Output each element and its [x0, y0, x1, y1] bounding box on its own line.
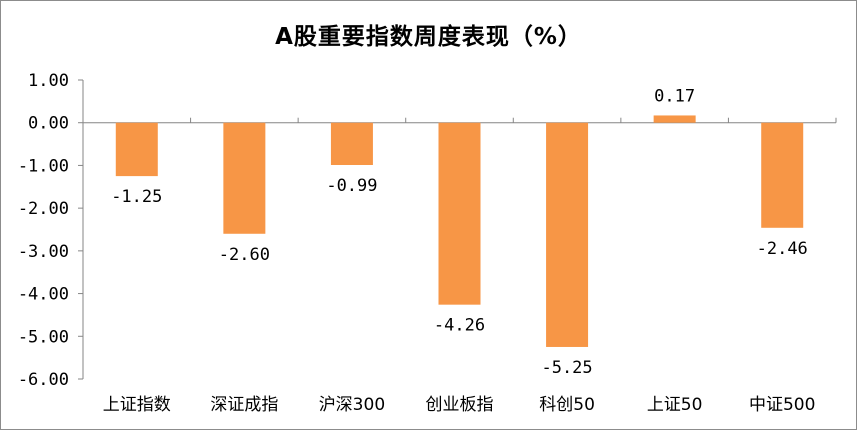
category-label: 上证50 — [647, 395, 703, 415]
labels-layer: -1.25 上证指数 -2.60 深证成指 -0.99 沪深300 -4.26 创业板指 -5.… — [103, 86, 816, 415]
bar — [653, 115, 696, 123]
bar — [546, 122, 589, 347]
category-label: 沪深300 — [319, 395, 385, 415]
data-label: 0.17 — [654, 86, 695, 106]
bar — [115, 122, 158, 177]
y-tick-label: 1.00 — [28, 71, 69, 91]
data-label: -1.25 — [111, 187, 162, 207]
bar — [438, 122, 481, 305]
data-label: -2.46 — [757, 239, 808, 259]
y-tick-label: 0.00 — [28, 114, 69, 134]
category-label: 上证指数 — [103, 395, 171, 415]
data-label: -5.25 — [541, 358, 592, 378]
y-tick-label: -6.00 — [18, 370, 69, 390]
bar — [330, 122, 373, 166]
category-label: 深证成指 — [210, 395, 278, 415]
data-label: -4.26 — [434, 316, 485, 336]
chart-title: A股重要指数周度表现（%） — [275, 24, 582, 50]
data-label: -2.60 — [219, 245, 270, 265]
bar — [223, 122, 266, 234]
y-tick-label: -5.00 — [18, 327, 69, 347]
axes-layer: 1.00 0.00 -1.00 -2.00 -3.00 -4.00 -5.00 -6.00 — [18, 71, 837, 390]
category-label: 中证500 — [749, 395, 815, 415]
bars-layer — [115, 115, 804, 347]
bar — [761, 122, 804, 228]
y-tick-label: -1.00 — [18, 156, 69, 176]
category-label: 创业板指 — [426, 395, 494, 415]
data-label: -0.99 — [326, 176, 377, 196]
y-tick-label: -4.00 — [18, 285, 69, 305]
y-tick-label: -3.00 — [18, 242, 69, 262]
category-label: 科创50 — [539, 395, 595, 415]
y-tick-label: -2.00 — [18, 199, 69, 219]
